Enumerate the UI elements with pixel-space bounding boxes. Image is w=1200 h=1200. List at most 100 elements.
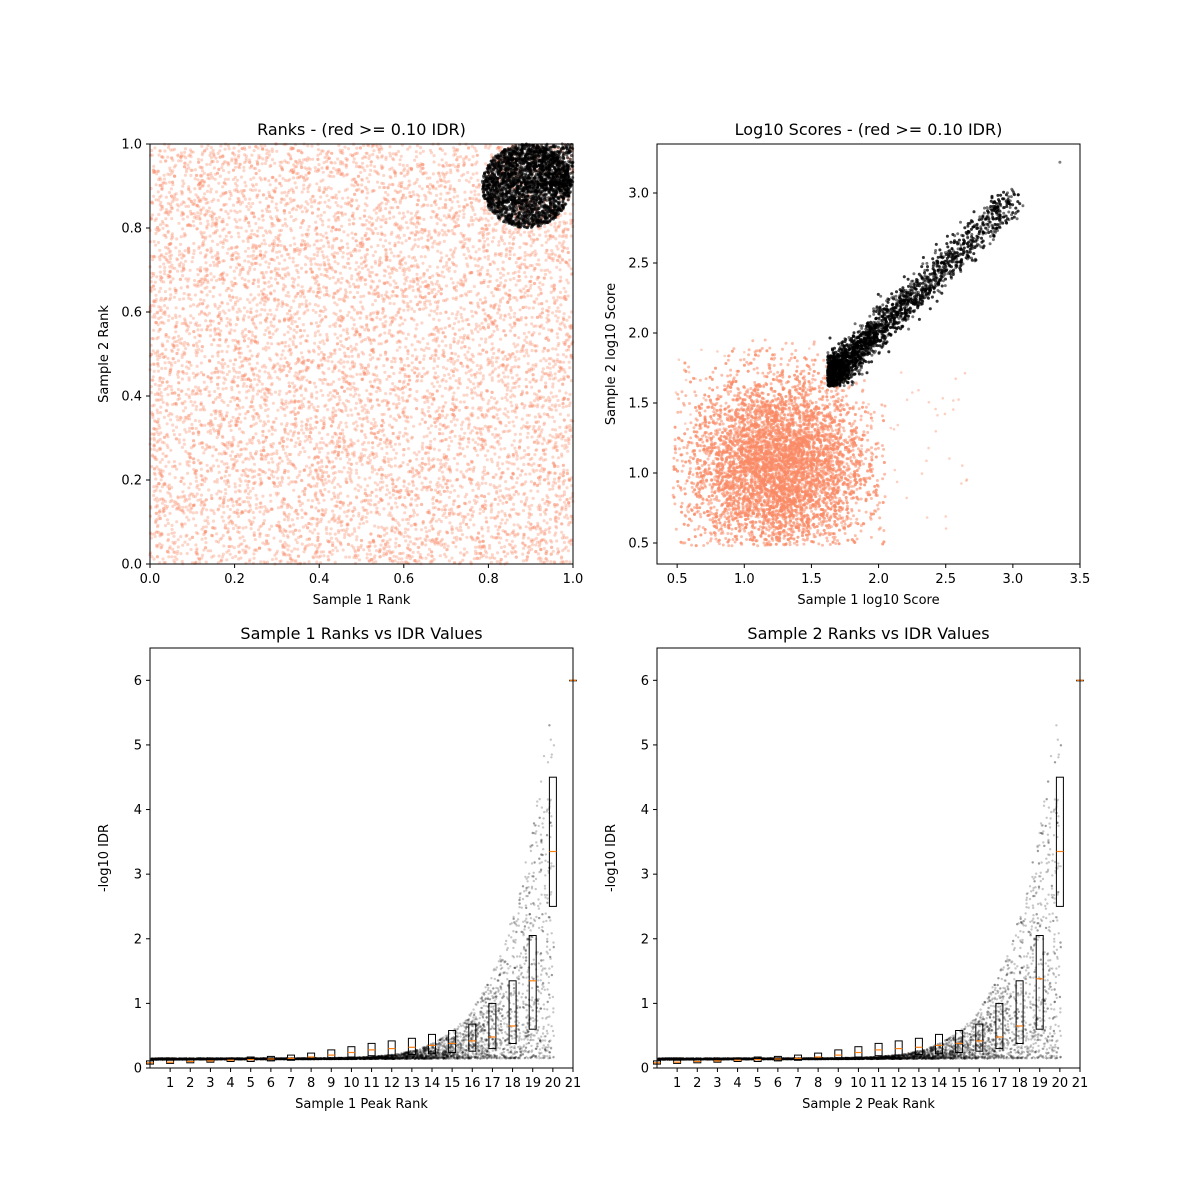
red-point	[538, 545, 541, 548]
red-point	[238, 391, 241, 394]
red-point	[443, 374, 446, 377]
red-point	[238, 218, 241, 221]
red-point	[355, 373, 358, 376]
red-point	[415, 380, 418, 383]
red-point	[231, 556, 234, 559]
red-point	[289, 200, 292, 203]
red-point	[323, 342, 326, 345]
red-point	[365, 516, 368, 519]
red-point	[551, 416, 554, 419]
red-point	[532, 306, 535, 309]
red-point	[525, 341, 528, 344]
red-point	[392, 493, 395, 496]
red-point	[209, 235, 212, 238]
red-point	[425, 530, 428, 533]
red-point	[283, 333, 286, 336]
red-point	[308, 225, 311, 228]
red-point	[459, 526, 462, 529]
red-point	[427, 410, 430, 413]
red-point	[414, 259, 417, 262]
red-point	[478, 368, 481, 371]
red-point	[472, 197, 475, 200]
red-point	[389, 302, 392, 305]
red-point	[268, 528, 271, 531]
red-point	[432, 457, 435, 460]
red-point	[317, 532, 320, 535]
red-point	[159, 438, 162, 441]
red-point	[271, 333, 274, 336]
red-point	[299, 440, 302, 443]
red-point	[403, 535, 406, 538]
red-point	[183, 482, 186, 485]
red-point	[484, 482, 487, 485]
red-point	[397, 234, 400, 237]
red-point	[565, 560, 568, 563]
red-point	[433, 438, 436, 441]
red-point	[276, 485, 279, 488]
red-point	[474, 441, 477, 444]
red-point	[499, 522, 502, 525]
red-point	[325, 471, 328, 474]
red-point	[336, 204, 339, 207]
red-point	[174, 246, 177, 249]
red-point	[258, 189, 261, 192]
red-point	[178, 315, 181, 318]
red-point	[379, 206, 382, 209]
red-point	[266, 156, 269, 159]
red-point	[334, 201, 337, 204]
red-point	[473, 213, 476, 216]
red-point	[242, 385, 245, 388]
red-point	[545, 241, 548, 244]
red-point	[393, 531, 396, 534]
red-point	[403, 318, 406, 321]
red-point	[436, 365, 439, 368]
red-point	[304, 435, 307, 438]
red-point	[153, 370, 156, 373]
red-point	[495, 279, 498, 282]
red-point	[415, 230, 418, 233]
red-point	[553, 420, 556, 423]
red-point	[530, 244, 533, 247]
red-point	[375, 507, 378, 510]
red-point	[237, 154, 240, 157]
red-point	[421, 408, 424, 411]
red-point	[263, 309, 266, 312]
red-point	[330, 229, 333, 232]
red-point	[554, 314, 557, 317]
red-point	[370, 245, 373, 248]
red-point	[175, 306, 178, 309]
red-point	[274, 278, 277, 281]
red-point	[551, 382, 554, 385]
red-point	[445, 261, 448, 264]
red-point	[206, 201, 209, 204]
red-point	[250, 527, 253, 530]
red-point	[374, 421, 377, 424]
red-point	[281, 460, 284, 463]
red-point	[359, 301, 362, 304]
red-point	[434, 425, 437, 428]
red-point	[292, 207, 295, 210]
red-point	[371, 303, 374, 306]
red-point	[369, 459, 372, 462]
red-point	[271, 433, 274, 436]
red-point	[346, 387, 349, 390]
red-point	[274, 187, 277, 190]
red-point	[347, 543, 350, 546]
red-point	[307, 349, 310, 352]
red-point	[206, 464, 209, 467]
red-point	[428, 176, 431, 179]
red-point	[334, 409, 337, 412]
red-point	[421, 457, 424, 460]
red-point	[503, 512, 506, 515]
red-point	[357, 439, 360, 442]
red-point	[390, 445, 393, 448]
red-point	[349, 393, 352, 396]
red-point	[434, 410, 437, 413]
red-point	[290, 306, 293, 309]
red-point	[287, 544, 290, 547]
red-point	[168, 287, 171, 290]
red-point	[196, 211, 199, 214]
red-point	[432, 172, 435, 175]
red-point	[432, 385, 435, 388]
